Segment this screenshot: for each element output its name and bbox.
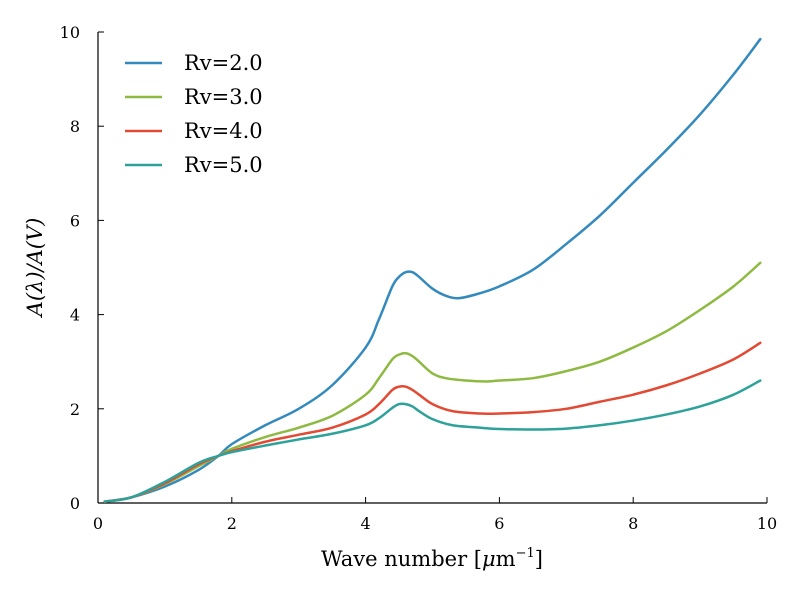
y-tick-label: 6 — [70, 211, 80, 230]
legend-label: Rv=3.0 — [184, 85, 263, 109]
x-tick-label: 2 — [227, 514, 237, 533]
x-tick-label: 8 — [628, 514, 638, 533]
x-axis-label-unit: m — [496, 547, 516, 571]
series-line-rv-2.0 — [103, 37, 762, 503]
y-tick-label: 2 — [70, 400, 80, 419]
x-axis-label: Wave number [μm−1] — [321, 546, 543, 571]
axes: 0 2 4 6 8 10 0 2 4 6 8 10 — [60, 23, 778, 533]
y-axis-label: A(λ)/A(V) — [23, 218, 47, 319]
legend-label: Rv=4.0 — [184, 119, 263, 143]
series-line-rv-3.0 — [103, 261, 762, 503]
x-axis-label-close: ] — [535, 547, 543, 571]
series-line-rv-4.0 — [103, 341, 762, 503]
y-tick-label: 8 — [70, 117, 80, 136]
x-tick-label: 0 — [93, 514, 103, 533]
x-axis-label-exponent: −1 — [516, 546, 535, 561]
y-tick-label: 10 — [60, 23, 80, 42]
legend-label: Rv=2.0 — [184, 51, 263, 75]
x-tick-label: 10 — [757, 514, 777, 533]
legend: Rv=2.0 Rv=3.0 Rv=4.0 Rv=5.0 — [125, 51, 263, 177]
x-tick-label: 6 — [494, 514, 504, 533]
series-layer — [103, 37, 762, 503]
x-axis-label-mu: μ — [482, 547, 496, 571]
series-line-rv-5.0 — [103, 379, 762, 503]
legend-label: Rv=5.0 — [184, 153, 263, 177]
y-tick-label: 4 — [70, 306, 80, 325]
x-tick-label: 4 — [361, 514, 371, 533]
x-axis-label-main: Wave number [ — [321, 547, 482, 571]
y-tick-label: 0 — [70, 494, 80, 513]
